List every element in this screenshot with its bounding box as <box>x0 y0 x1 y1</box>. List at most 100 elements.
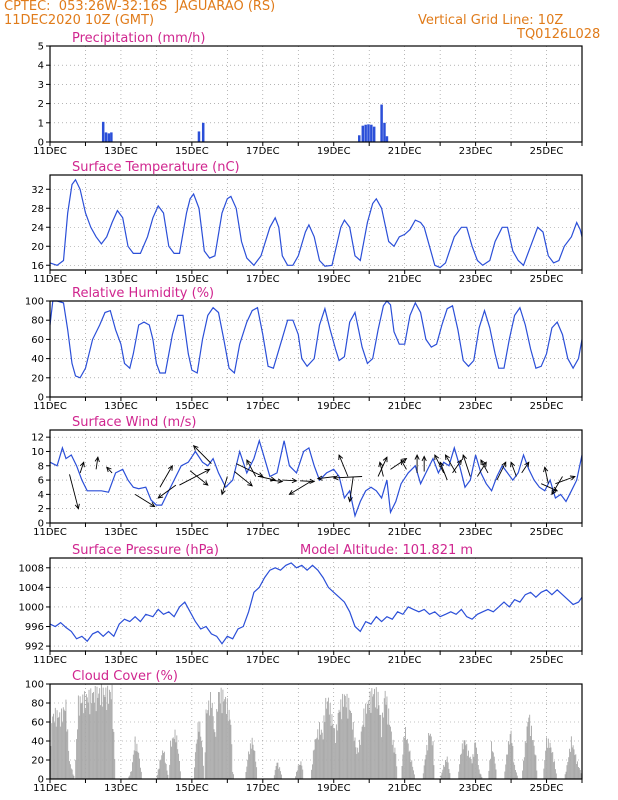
wind-vector <box>400 459 407 470</box>
x-tick-label: 11DEC <box>33 527 67 538</box>
panel-cloud: 0 20 40 60 80 100 11DEC 13DEC 15DEC 17DEC 19DEC 21D… <box>25 669 583 794</box>
y-tick-label: 0 <box>38 519 44 530</box>
wind-vector <box>434 454 445 474</box>
wind-vector-head <box>401 458 408 464</box>
wind-vector-head <box>202 480 209 486</box>
wind-vector <box>480 459 489 474</box>
x-tick-label: 19DEC <box>317 401 351 412</box>
wind-vector <box>259 476 276 481</box>
x-tick-label: 13DEC <box>104 146 138 157</box>
x-tick-label: 21DEC <box>388 655 422 666</box>
y-tick-label: 4 <box>38 61 44 72</box>
x-tick-label: 21DEC <box>388 274 422 285</box>
y-tick-label: 20 <box>31 242 44 253</box>
wind-vector <box>282 479 297 482</box>
x-tick-label: 25DEC <box>530 655 564 666</box>
wind-vector <box>544 467 549 484</box>
y-tick-label: 28 <box>31 204 44 215</box>
x-tick-label: 23DEC <box>459 783 493 794</box>
x-tick-label: 19DEC <box>317 527 351 538</box>
y-tick-label: 20 <box>31 373 44 384</box>
wind-vector-head <box>270 476 277 482</box>
wind-vector <box>390 458 407 470</box>
wind-vector-head <box>400 459 406 466</box>
temp-series-line <box>49 178 583 269</box>
wind-vector-head <box>524 461 530 468</box>
y-tick-label: 32 <box>31 185 44 196</box>
wind-vector-head <box>332 475 339 481</box>
precip-bar <box>364 124 367 142</box>
wind-vector <box>246 459 257 477</box>
x-tick-label: 25DEC <box>530 146 564 157</box>
wind-vector <box>445 454 457 474</box>
wind-vector-head <box>167 464 173 471</box>
wind-vector <box>521 461 530 474</box>
precip-bar <box>361 125 365 142</box>
wind-vector-head <box>246 459 252 466</box>
y-tick-label: 1004 <box>19 583 44 594</box>
wind-vector <box>510 462 517 477</box>
precip-bar <box>372 126 376 142</box>
x-tick-label: 23DEC <box>459 146 493 157</box>
precip-bar <box>104 132 108 142</box>
wind-vector <box>379 462 384 477</box>
wind-vector-head <box>347 496 353 503</box>
wind-vector-head <box>247 481 253 487</box>
pres-series-line <box>49 562 583 645</box>
y-tick-label: 6 <box>38 476 44 487</box>
y-tick-label: 100 <box>25 297 44 308</box>
wind-vector <box>349 476 354 502</box>
wind-vector <box>289 481 311 495</box>
y-tick-label: 10 <box>31 447 44 458</box>
wind-vector-head <box>338 454 344 461</box>
y-tick-label: 80 <box>31 316 44 327</box>
wind-vector <box>377 456 388 477</box>
x-tick-label: 17DEC <box>246 783 280 794</box>
header-grid-note: Vertical Grid Line: 10Z <box>418 13 564 28</box>
x-tick-label: 15DEC <box>175 401 209 412</box>
wind-vector-head <box>480 459 486 466</box>
precip-frame <box>49 45 583 143</box>
x-tick-label: 13DEC <box>104 527 138 538</box>
wind-vector-head <box>204 468 211 474</box>
y-tick-label: 992 <box>25 642 44 653</box>
wind-vector <box>269 479 283 482</box>
y-tick-label: 3 <box>38 80 44 91</box>
x-tick-label: 15DEC <box>175 146 209 157</box>
y-tick-label: 24 <box>31 223 44 234</box>
wind-vector-head <box>382 456 388 463</box>
wind-vector <box>95 457 99 470</box>
x-tick-label: 15DEC <box>175 527 209 538</box>
panel-wind: 0 2 4 6 8 10 12 11DEC 13DEC 15DEC 17DEC 19DEC 21DEC 2… <box>31 415 583 538</box>
pres-frame <box>49 557 583 652</box>
pres-annotation: Model Altitude: 101.821 m <box>300 543 473 558</box>
x-tick-label: 21DEC <box>388 783 422 794</box>
x-tick-label: 17DEC <box>246 655 280 666</box>
x-tick-label: 11DEC <box>33 655 67 666</box>
precip-bar <box>380 104 383 142</box>
wind-frame <box>49 429 583 524</box>
x-tick-label: 15DEC <box>175 783 209 794</box>
x-tick-label: 13DEC <box>104 655 138 666</box>
wind-vector <box>452 459 462 474</box>
precip-bar <box>101 121 105 142</box>
precip-bar <box>107 133 111 142</box>
y-tick-label: 1 <box>38 118 44 129</box>
wind-vector-head <box>74 503 80 510</box>
x-tick-label: 17DEC <box>246 274 280 285</box>
wind-vector <box>134 494 155 507</box>
wind-vector <box>462 454 471 477</box>
y-tick-label: 40 <box>31 354 44 365</box>
wind-vector <box>221 476 228 495</box>
x-tick-label: 17DEC <box>246 527 280 538</box>
y-tick-label: 4 <box>38 490 44 501</box>
wind-vector <box>496 461 507 481</box>
x-tick-label: 21DEC <box>388 527 422 538</box>
x-tick-label: 11DEC <box>33 146 67 157</box>
precip-bar <box>197 131 201 142</box>
wind-vector-head <box>316 475 323 481</box>
panel-precip: 0 1 2 3 4 5 11DEC 13DEC 15DEC 17DEC 19DEC 21DEC 23DE… <box>33 31 583 157</box>
y-tick-label: 5 <box>38 42 44 53</box>
y-tick-label: 100 <box>25 680 44 691</box>
x-tick-label: 17DEC <box>246 146 280 157</box>
